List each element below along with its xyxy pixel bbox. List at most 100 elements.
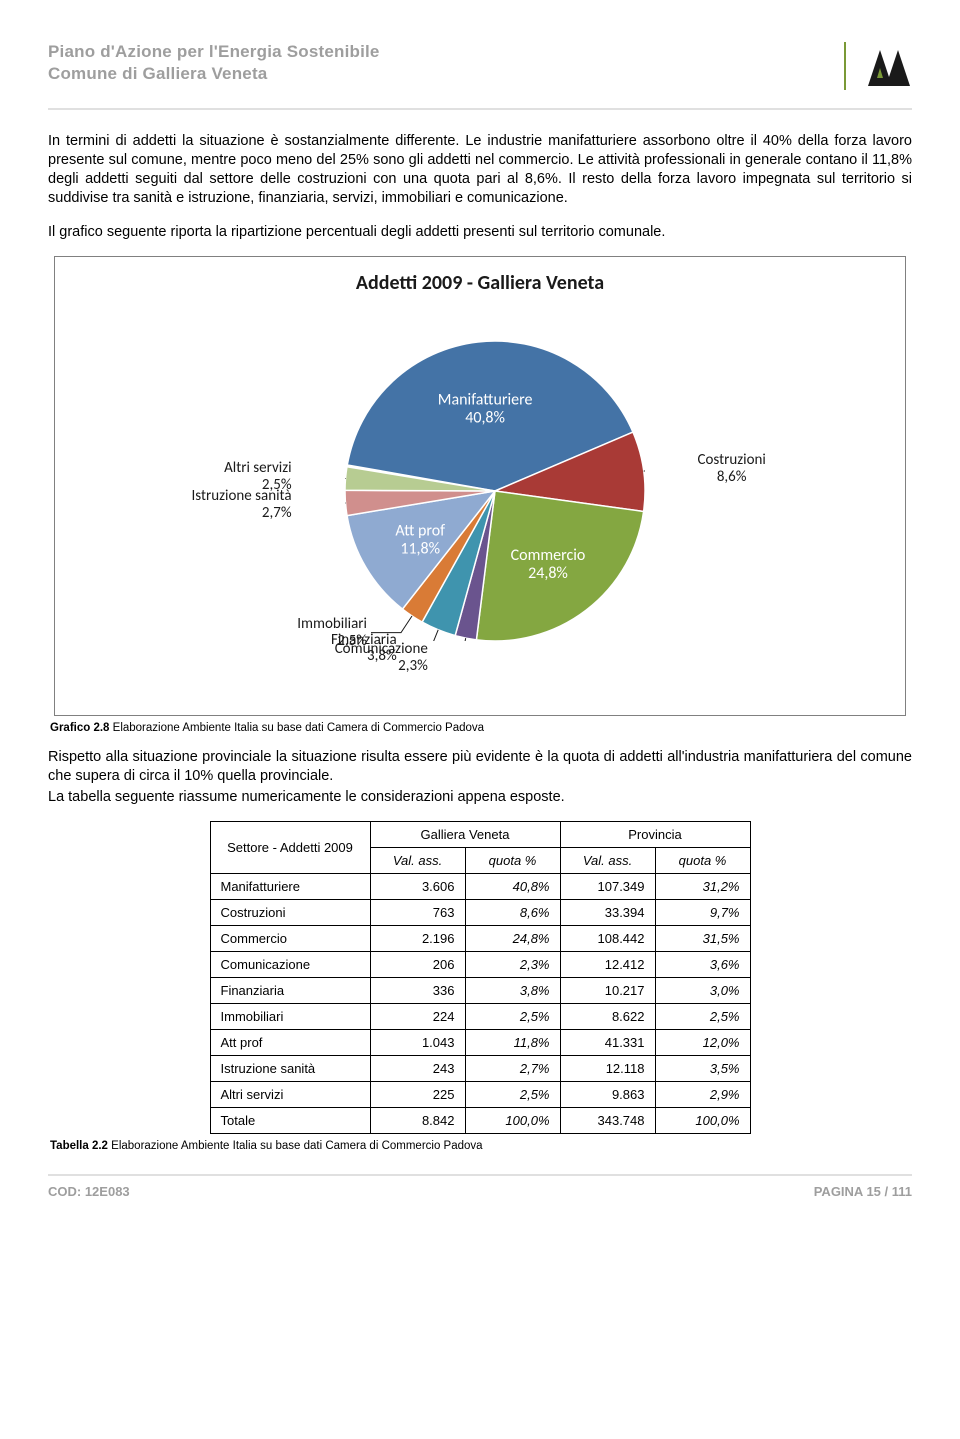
pie-leader-line [371,616,412,633]
cell-pr-val: 8.622 [560,1004,655,1030]
paragraph-1: In termini di addetti la situazione è so… [48,132,912,209]
cell-gv-pct: 2,7% [465,1056,560,1082]
cell-gv-val: 3.606 [370,874,465,900]
pie-chart: Addetti 2009 - Galliera Veneta Manifattu… [54,256,906,716]
cell-pr-pct: 31,5% [655,926,750,952]
cell-sector: Manifatturiere [210,874,370,900]
table-row: Att prof1.04311,8%41.33112,0% [210,1030,750,1056]
pie-slice-label: Commercio [511,546,586,565]
pie-slice-value: 24,8% [528,564,568,583]
cell-gv-val: 336 [370,978,465,1004]
header-rule [48,108,912,110]
cell-pr-val: 9.863 [560,1082,655,1108]
table-row: Istruzione sanità2432,7%12.1183,5% [210,1056,750,1082]
cell-gv-pct: 2,5% [465,1004,560,1030]
cell-gv-pct: 3,8% [465,978,560,1004]
cell-gv-val: 206 [370,952,465,978]
cell-gv-pct: 24,8% [465,926,560,952]
cell-sector: Comunicazione [210,952,370,978]
footer-right: PAGINA 15 / 111 [814,1184,912,1199]
table-caption-label: Tabella 2.2 [50,1140,108,1152]
cell-sector: Totale [210,1108,370,1134]
table-row: Manifatturiere3.60640,8%107.34931,2% [210,874,750,900]
table-row: Immobiliari2242,5%8.6222,5% [210,1004,750,1030]
cell-gv-val: 763 [370,900,465,926]
cell-sector: Att prof [210,1030,370,1056]
paragraph-4: La tabella seguente riassume numericamen… [48,788,912,807]
th-pr-val: Val. ass. [560,848,655,874]
chart-caption-text: Elaborazione Ambiente Italia su base dat… [109,722,484,734]
header-divider [844,42,846,90]
th-gv: Galliera Veneta [370,822,560,848]
pie-svg: Manifatturiere40,8% Commercio24,8% Att pro… [345,341,645,641]
pie-outside-label: Altri servizi2,5% [224,460,292,493]
chart-caption: Grafico 2.8 Elaborazione Ambiente Italia… [50,722,912,734]
data-table: Settore - Addetti 2009 Galliera Veneta P… [210,821,751,1134]
th-gv-val: Val. ass. [370,848,465,874]
th-gv-quota: quota % [465,848,560,874]
cell-pr-val: 108.442 [560,926,655,952]
cell-gv-pct: 2,3% [465,952,560,978]
pie-outside-label: Immobiliari2,5% [297,616,367,649]
cell-gv-pct: 40,8% [465,874,560,900]
pie-chart-body: Manifatturiere40,8% Commercio24,8% Att pro… [65,301,895,701]
table-caption: Tabella 2.2 Elaborazione Ambiente Italia… [50,1140,912,1152]
cell-pr-val: 12.412 [560,952,655,978]
header-title-line2: Comune di Galliera Veneta [48,64,380,84]
cell-gv-val: 2.196 [370,926,465,952]
cell-pr-val: 107.349 [560,874,655,900]
table-row: Altri servizi2252,5%9.8632,9% [210,1082,750,1108]
pie-slice-value: 40,8% [465,408,505,427]
chart-title: Addetti 2009 - Galliera Veneta [65,271,895,295]
cell-sector: Finanziaria [210,978,370,1004]
cell-sector: Altri servizi [210,1082,370,1108]
cell-pr-pct: 2,5% [655,1004,750,1030]
paragraph-3: Rispetto alla situazione provinciale la … [48,748,912,786]
th-prov: Provincia [560,822,750,848]
pie-slice-value: 11,8% [400,539,440,558]
cell-gv-val: 224 [370,1004,465,1030]
cell-gv-val: 243 [370,1056,465,1082]
cell-pr-pct: 12,0% [655,1030,750,1056]
cell-pr-pct: 100,0% [655,1108,750,1134]
cell-sector: Costruzioni [210,900,370,926]
cell-pr-pct: 9,7% [655,900,750,926]
pie-outside-label: Costruzioni8,6% [697,452,765,485]
cell-pr-val: 343.748 [560,1108,655,1134]
header-logo-area [844,42,912,90]
pie-leader-line [432,638,466,641]
cell-gv-pct: 2,5% [465,1082,560,1108]
th-sector: Settore - Addetti 2009 [210,822,370,874]
cell-sector: Commercio [210,926,370,952]
cell-pr-val: 41.331 [560,1030,655,1056]
th-pr-quota: quota % [655,848,750,874]
table-row: Finanziaria3363,8%10.2173,0% [210,978,750,1004]
page-footer: COD: 12E083 PAGINA 15 / 111 [48,1184,912,1199]
table-body: Manifatturiere3.60640,8%107.34931,2%Cost… [210,874,750,1134]
table-row: Costruzioni7638,6%33.3949,7% [210,900,750,926]
table-row: Comunicazione2062,3%12.4123,6% [210,952,750,978]
cell-sector: Istruzione sanità [210,1056,370,1082]
footer-left: COD: 12E083 [48,1184,130,1199]
cell-pr-val: 33.394 [560,900,655,926]
header-title-line1: Piano d'Azione per l'Energia Sostenibile [48,42,380,62]
cell-sector: Immobiliari [210,1004,370,1030]
cell-pr-pct: 31,2% [655,874,750,900]
cell-gv-val: 8.842 [370,1108,465,1134]
header-title: Piano d'Azione per l'Energia Sostenibile… [48,42,380,84]
table-row: Commercio2.19624,8%108.44231,5% [210,926,750,952]
pie-slice-label: Manifatturiere [438,390,533,409]
pie-slice-label: Att prof [395,521,445,540]
cell-pr-pct: 3,5% [655,1056,750,1082]
footer-rule [48,1174,912,1176]
page-header: Piano d'Azione per l'Energia Sostenibile… [48,42,912,90]
pie-leader-line [401,629,439,640]
cell-pr-pct: 3,0% [655,978,750,1004]
cell-pr-val: 12.118 [560,1056,655,1082]
cell-gv-val: 225 [370,1082,465,1108]
cell-gv-val: 1.043 [370,1030,465,1056]
cell-gv-pct: 8,6% [465,900,560,926]
logo-icon [864,42,912,90]
table-caption-text: Elaborazione Ambiente Italia su base dat… [108,1140,483,1152]
cell-gv-pct: 100,0% [465,1108,560,1134]
